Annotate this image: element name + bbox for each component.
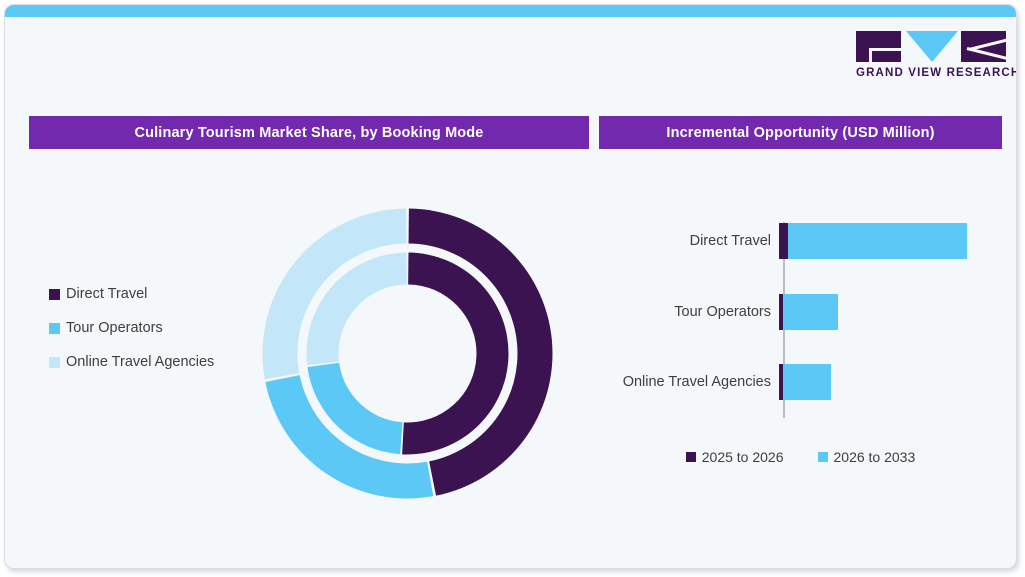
logo-marks (856, 31, 1006, 62)
legend-swatch-icon (49, 322, 60, 334)
bar-segment-2025-to-2026 (779, 294, 783, 330)
bar-legend-item-2025-to-2026: 2025 to 2026 (685, 449, 784, 465)
logo-wordmark: GRAND VIEW RESEARCH (856, 67, 1017, 79)
bar-segment-2026-to-2033 (783, 294, 838, 330)
incremental-opportunity-bar-chart: Direct Travel Tour Operators Online Trav… (599, 201, 1002, 491)
logo-v-triangle-icon (906, 31, 958, 62)
bar-category-label: Online Travel Agencies (622, 374, 771, 390)
bar-row: Online Travel Agencies (599, 364, 1002, 400)
logo-g-mark-icon (856, 31, 901, 62)
bar-legend-label: 2025 to 2026 (701, 449, 784, 465)
donut-segment (402, 252, 509, 455)
legend-item-direct-travel: Direct Travel (49, 277, 249, 311)
right-panel-title: Incremental Opportunity (USD Million) (599, 116, 1002, 149)
logo-r-mark-icon (961, 31, 1006, 62)
donut-chart-svg (262, 208, 553, 499)
legend-swatch-icon (685, 452, 696, 462)
bar-row: Direct Travel (599, 223, 1002, 259)
pie-legend: Direct Travel Tour Operators Online Trav… (49, 277, 249, 379)
donut-segment (262, 208, 407, 380)
bar-track (779, 223, 967, 259)
donut-ring-outer (262, 208, 553, 499)
legend-item-tour-operators: Tour Operators (49, 311, 249, 345)
legend-swatch-icon (49, 288, 60, 300)
bar-row: Tour Operators (599, 294, 1002, 330)
accent-top-bar (5, 5, 1016, 17)
bar-segment-2026-to-2033 (783, 364, 831, 400)
bar-legend-item-2026-to-2033: 2026 to 2033 (817, 449, 916, 465)
legend-swatch-icon (49, 356, 60, 368)
legend-item-label: Online Travel Agencies (66, 354, 215, 370)
bar-segment-2026-to-2033 (788, 223, 967, 259)
legend-swatch-icon (817, 452, 828, 462)
grand-view-research-logo: GRAND VIEW RESEARCH (856, 31, 1017, 83)
legend-item-label: Tour Operators (66, 320, 163, 336)
bar-track (779, 294, 838, 330)
infographic-card: GRAND VIEW RESEARCH Culinary Tourism Mar… (4, 4, 1017, 569)
donut-segment (408, 208, 553, 496)
donut-segment (306, 252, 407, 366)
donut-chart (255, 201, 560, 506)
bar-category-label: Direct Travel (689, 233, 771, 249)
bar-legend-label: 2026 to 2033 (833, 449, 916, 465)
left-panel-title: Culinary Tourism Market Share, by Bookin… (29, 116, 589, 149)
legend-item-online-travel-agencies: Online Travel Agencies (49, 345, 249, 379)
donut-ring-inner (306, 252, 509, 455)
bar-segment-2025-to-2026 (779, 364, 783, 400)
legend-item-label: Direct Travel (66, 286, 148, 302)
bar-track (779, 364, 831, 400)
bar-chart-legend: 2025 to 2026 2026 to 2033 (599, 449, 1002, 465)
donut-segment (307, 362, 403, 455)
bar-segment-2025-to-2026 (779, 223, 788, 259)
bar-category-label: Tour Operators (674, 304, 771, 320)
donut-segment (265, 375, 434, 499)
